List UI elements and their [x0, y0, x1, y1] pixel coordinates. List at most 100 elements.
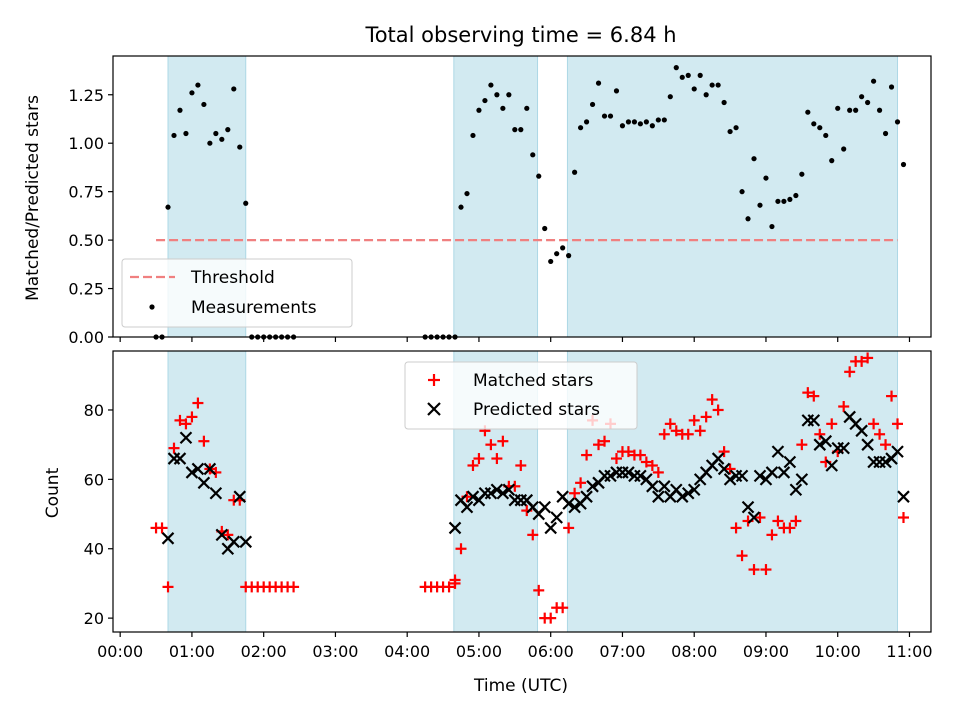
predicted-star-point	[233, 490, 247, 503]
top-panel: Total observing time = 6.84 h Matched/Pr…	[23, 23, 932, 347]
matched-star-point	[802, 387, 814, 399]
measurement-point	[900, 161, 907, 168]
matched-star-point	[712, 404, 724, 416]
matched-star-point	[610, 453, 622, 465]
predicted-star-point	[717, 462, 731, 476]
measurement-point	[577, 125, 584, 131]
measurement-point	[219, 136, 225, 142]
measurement-point	[835, 105, 841, 111]
matched-star-point	[174, 414, 186, 426]
measurement-point	[655, 117, 661, 123]
legend-predicted-swatch	[427, 402, 441, 416]
predicted-star-point	[687, 483, 701, 497]
matched-star-point	[826, 418, 838, 430]
measurement-point	[703, 92, 709, 98]
predicted-star-point	[771, 445, 785, 458]
measurement-point	[775, 198, 781, 204]
measurement-point	[715, 82, 721, 88]
measurement-point	[554, 251, 560, 257]
matched-star-point	[682, 428, 694, 440]
measurement-point	[739, 189, 745, 195]
predicted-star-point	[562, 497, 575, 510]
predicted-star-point	[185, 466, 199, 479]
measurement-point	[458, 204, 464, 210]
predicted-star-point	[897, 490, 910, 503]
measurement-point	[817, 125, 823, 131]
measurement-point	[195, 82, 201, 88]
predicted-star-point	[161, 532, 175, 545]
matched-star-point	[760, 564, 772, 576]
matched-star-point	[646, 459, 658, 471]
measurement-point	[583, 119, 590, 125]
measurement-point	[859, 94, 865, 100]
predicted-star-point	[735, 469, 749, 483]
measurement-point	[637, 121, 643, 127]
predicted-star-point	[580, 490, 593, 503]
measurement-point	[613, 88, 620, 94]
predicted-star-point	[777, 466, 791, 479]
measurement-point	[847, 107, 853, 113]
measurement-point	[470, 132, 476, 139]
predicted-star-point	[604, 469, 617, 483]
matched-star-point	[222, 529, 234, 541]
predicted-star-point	[215, 528, 229, 542]
matched-star-point	[156, 522, 168, 534]
predicted-stars-points	[161, 410, 910, 556]
predicted-star-point	[502, 483, 516, 497]
measurement-point	[865, 99, 871, 106]
measurement-point	[625, 119, 632, 125]
predicted-star-point	[855, 424, 868, 438]
measurement-point	[709, 82, 715, 88]
predicted-star-point	[227, 535, 241, 549]
measurement-point	[601, 113, 608, 119]
legend-matched-label: Matched stars	[473, 371, 593, 391]
predicted-star-point	[568, 500, 581, 514]
bottom-legend: Matched stars Predicted stars	[404, 361, 638, 430]
x-tick-label: 06:00	[528, 642, 574, 661]
observing-window-band	[453, 55, 539, 338]
predicted-star-point	[765, 466, 779, 479]
measurement-points	[153, 65, 907, 340]
observing-window-band	[566, 55, 899, 338]
predicted-star-point	[741, 500, 755, 514]
y-tick-label: 80	[84, 401, 104, 420]
measurement-point	[231, 86, 237, 92]
measurement-point	[841, 146, 847, 152]
measurement-point	[237, 144, 243, 150]
matched-star-point	[796, 439, 808, 451]
predicted-star-point	[723, 473, 737, 486]
bottom-axes-frame	[112, 350, 932, 633]
predicted-star-point	[197, 476, 211, 490]
measurement-point	[177, 107, 183, 113]
measurement-point	[566, 253, 572, 259]
measurement-point	[643, 119, 649, 125]
matched-star-point	[658, 428, 670, 440]
measurement-point	[207, 140, 213, 146]
measurement-point	[189, 90, 195, 96]
matched-star-point	[790, 515, 802, 527]
matched-star-point	[485, 439, 497, 451]
matched-star-point	[186, 411, 198, 423]
matched-star-point	[581, 449, 593, 461]
matched-star-point	[736, 550, 748, 562]
predicted-star-point	[837, 441, 850, 455]
measurement-point	[691, 86, 697, 92]
predicted-star-point	[203, 462, 217, 476]
measurement-point	[894, 119, 901, 125]
predicted-star-point	[789, 483, 803, 497]
matched-star-point	[886, 390, 898, 402]
measurement-point	[799, 171, 805, 177]
predicted-star-point	[795, 473, 809, 486]
measurement-point	[572, 169, 578, 175]
matched-star-point	[640, 456, 652, 468]
legend-threshold-label: Threshold	[190, 268, 275, 288]
top-legend: Threshold Measurements	[121, 258, 353, 328]
measurement-point	[811, 121, 817, 127]
measurement-point	[542, 225, 548, 232]
matched-star-point	[455, 543, 467, 555]
measurement-point	[518, 127, 524, 133]
predicted-star-point	[783, 455, 797, 469]
predicted-star-point	[658, 480, 671, 493]
y-tick-label: 1.25	[68, 86, 104, 105]
legend-measurements-swatch	[149, 304, 155, 310]
